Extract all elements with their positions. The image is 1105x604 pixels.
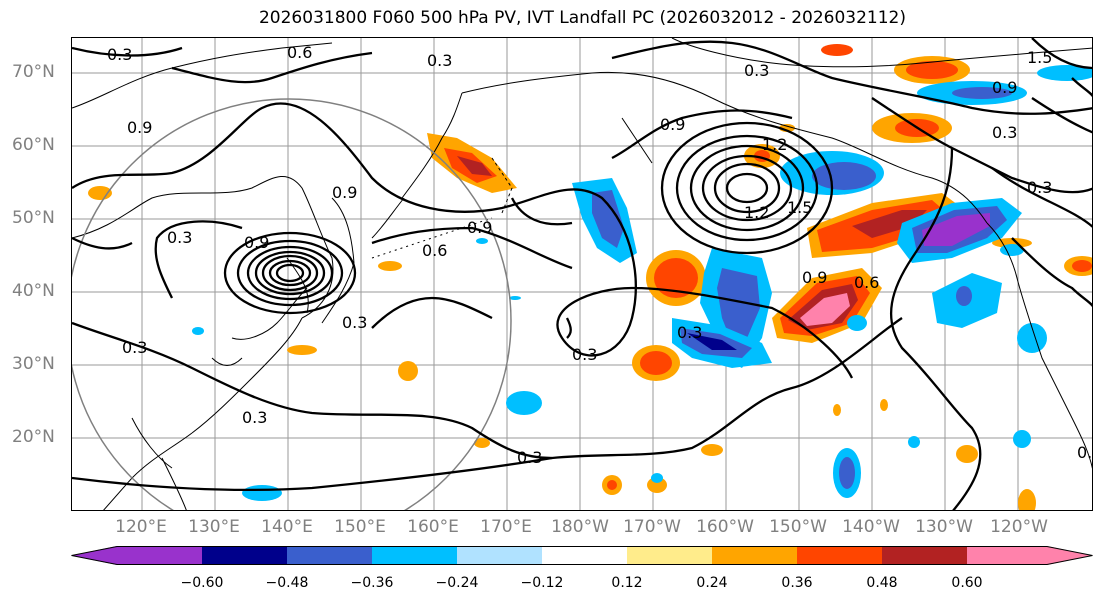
colorbar-swatch	[457, 546, 542, 565]
colorbar-swatch	[117, 546, 202, 565]
colorbar-swatch	[542, 546, 627, 565]
colorbar-extend-min	[71, 546, 117, 565]
map-canvas: 0.3 0.6 0.3 0.9 0.3 0.9 0.9 0.9 0.6 0.3 …	[72, 38, 1093, 510]
contour-label-group: 0.3 0.6 0.3 0.9 0.3 0.9 0.9 0.9 0.6 0.3 …	[107, 43, 1093, 467]
lat-label-40n: 40°N	[12, 281, 55, 301]
contour-label: 0.3	[242, 408, 267, 427]
contour-label: 0.3	[167, 228, 192, 247]
lon-label: 170°E	[480, 517, 532, 537]
contour-label: 1.5	[787, 198, 812, 217]
lon-label: 170°W	[623, 517, 681, 537]
contour-label: 0.9	[332, 183, 357, 202]
contour-label: 0.3	[992, 123, 1017, 142]
contour-label: 0.6	[287, 43, 312, 62]
contour-label: 0.3	[744, 61, 769, 80]
colorbar-extend-max	[1047, 546, 1093, 565]
contour-label: 0.9	[244, 233, 269, 252]
contour-label: 0.6	[854, 273, 879, 292]
colorbar-tick: 0.36	[781, 575, 813, 591]
colorbar-swatch	[372, 546, 457, 565]
lon-label: 140°E	[261, 517, 313, 537]
colorbar-tick: 0.60	[951, 575, 983, 591]
colorbar-tick: −0.60	[180, 575, 224, 591]
lon-label: 120°W	[990, 517, 1048, 537]
colorbar-tick: 0.24	[696, 575, 728, 591]
contour-label: 0.3	[1027, 178, 1052, 197]
lat-label-50n: 50°N	[12, 208, 55, 228]
contour-label: 0.3	[517, 448, 542, 467]
colorbar-tick: −0.48	[265, 575, 309, 591]
colorbar-swatch	[202, 546, 287, 565]
map-title: 2026031800 F060 500 hPa PV, IVT Landfall…	[258, 8, 906, 28]
contour-label: 0.3	[107, 45, 132, 64]
colorbar-swatch	[287, 546, 372, 565]
lat-label-30n: 30°N	[12, 354, 55, 374]
lon-label: 120°E	[115, 517, 167, 537]
lon-label: 150°W	[769, 517, 827, 537]
colorbar-swatch	[797, 546, 882, 565]
pv-contours	[72, 38, 1092, 510]
colorbar-tick: 0.12	[611, 575, 643, 591]
contour-label: 0.3	[1077, 443, 1093, 462]
lon-label: 130°W	[915, 517, 973, 537]
contour-label: 0.3	[342, 313, 367, 332]
contour-label: 1.2	[744, 203, 769, 222]
contour-label: 0.9	[127, 118, 152, 137]
contour-label: 0.6	[422, 241, 447, 260]
colorbar-tick: −0.12	[520, 575, 564, 591]
map-panel: 0.3 0.6 0.3 0.9 0.3 0.9 0.9 0.9 0.6 0.3 …	[71, 37, 1093, 511]
lat-label-70n: 70°N	[12, 62, 55, 82]
contour-label: 0.9	[992, 78, 1017, 97]
colorbar-swatch	[627, 546, 712, 565]
contour-label: 1.5	[1027, 48, 1052, 67]
contour-label: 0.3	[122, 338, 147, 357]
colorbar-outline	[71, 546, 1093, 565]
colorbar-swatch	[712, 546, 797, 565]
contour-label: 0.3	[677, 323, 702, 342]
colorbar-swatch	[882, 546, 967, 565]
colorbar-swatch	[967, 546, 1047, 565]
colorbar-tick: −0.24	[435, 575, 479, 591]
lat-label-20n: 20°N	[12, 427, 55, 447]
contour-label: 0.9	[802, 268, 827, 287]
colorbar-tick: −0.36	[350, 575, 394, 591]
lon-label: 160°E	[407, 517, 459, 537]
contour-label: 0.3	[427, 51, 452, 70]
lon-label: 150°E	[334, 517, 386, 537]
lon-label: 160°W	[696, 517, 754, 537]
contour-label: 0.9	[467, 218, 492, 237]
lon-label: 180°W	[551, 517, 609, 537]
range-circle	[72, 98, 512, 510]
lon-label: 130°E	[188, 517, 240, 537]
lon-label: 140°W	[842, 517, 900, 537]
contour-label: 0.9	[660, 115, 685, 134]
lat-label-60n: 60°N	[12, 135, 55, 155]
colorbar-tick: 0.48	[866, 575, 898, 591]
contour-label: 0.3	[572, 345, 597, 364]
colorbar	[71, 546, 1093, 565]
contour-label: 1.2	[762, 135, 787, 154]
